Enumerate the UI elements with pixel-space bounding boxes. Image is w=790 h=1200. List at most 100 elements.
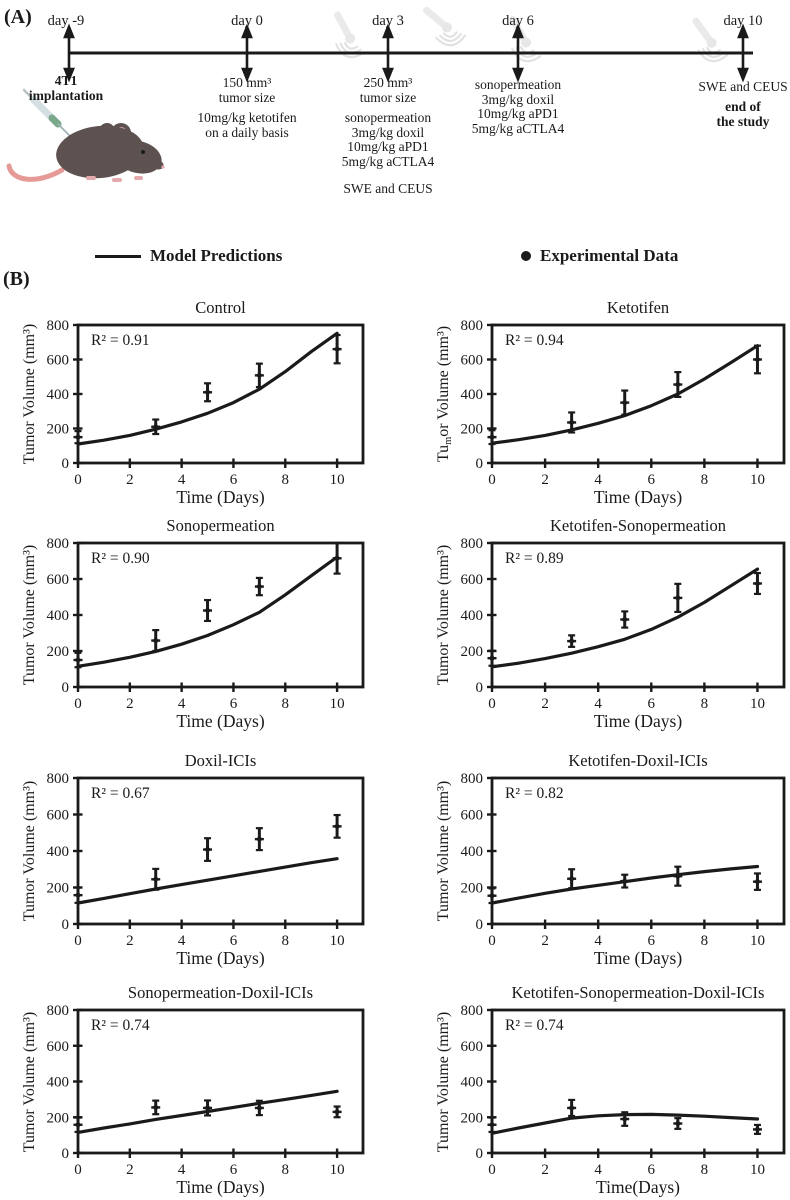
data-point	[489, 893, 495, 899]
y-tick-label: 800	[47, 1003, 70, 1019]
data-point	[675, 382, 681, 388]
x-tick-label: 10	[330, 696, 345, 712]
y-tick-label: 600	[47, 572, 70, 588]
experimental-error-bar	[203, 837, 213, 862]
y-tick-label: 400	[461, 1075, 484, 1091]
chart-title-doxil-icis: Doxil-ICIs	[184, 751, 257, 770]
r-squared-label: R² = 0.89	[505, 550, 564, 567]
model-prediction-line	[76, 857, 339, 905]
experimental-error-bar	[620, 873, 630, 889]
experimental-error-bar	[752, 1123, 762, 1135]
y-tick-label: 0	[62, 456, 70, 472]
axes-frame	[490, 541, 786, 689]
y-tick-label: 0	[62, 1146, 70, 1162]
experimental-error-bar	[332, 1105, 342, 1119]
timeline-day-label: day 0	[231, 13, 263, 29]
x-tick-label: 0	[74, 696, 82, 712]
y-tick-label: 400	[47, 1075, 70, 1091]
mouse-nose	[161, 165, 165, 169]
experimental-error-bar	[254, 362, 264, 389]
data-point	[205, 1105, 211, 1111]
legend-experimental-data: Experimental Data	[521, 246, 678, 266]
y-tick-label: 0	[476, 456, 484, 472]
axes-frame	[76, 1008, 365, 1155]
data-point	[334, 823, 340, 829]
x-tick-label: 10	[330, 933, 345, 949]
data-point	[489, 1122, 495, 1128]
data-point	[754, 581, 760, 586]
x-tick-label: 6	[230, 696, 238, 712]
plot-ketotifen: 0 200 400 600 800 0 2 4 6 8 10	[461, 318, 786, 488]
data-point	[569, 419, 575, 425]
timeline-event-text: sonopermeation 3mg/kg doxil 10mg/kg aPD1…	[471, 77, 565, 136]
y-tick-label: 800	[47, 771, 70, 787]
y-tick-label: 200	[461, 644, 484, 660]
data-point	[489, 434, 495, 440]
experimental-error-bar	[254, 576, 264, 597]
mouse-eye	[141, 150, 145, 154]
x-tick-label: 2	[126, 933, 133, 949]
experimental-error-bar	[752, 344, 762, 375]
experimental-error-bar	[673, 370, 683, 399]
data-point	[205, 847, 211, 853]
x-tick-label: 10	[750, 933, 765, 949]
x-tick-label: 2	[541, 472, 549, 488]
x-axis-label: Time (Days)	[176, 711, 265, 731]
experimental-error-bar	[567, 411, 577, 434]
timeline-event-text: 10mg/kg ketotifen on a daily basis	[197, 110, 297, 140]
data-point	[153, 424, 159, 430]
y-tick-label: 800	[461, 1003, 484, 1019]
chart-title-ketotifen-doxil-icis: Ketotifen-Doxil-ICIs	[568, 751, 708, 770]
data-point	[622, 878, 628, 884]
data-point	[622, 1116, 628, 1122]
timeline-event-text: 250 mm³ tumor size	[359, 75, 417, 105]
x-tick-label: 10	[750, 1162, 765, 1178]
timeline-event-text: SWE and CEUS	[698, 79, 788, 94]
data-point	[75, 1122, 81, 1128]
x-axis-label: Time (Days)	[176, 948, 265, 968]
y-tick-label: 200	[47, 1110, 70, 1126]
r-squared-label: R² = 0.82	[505, 785, 564, 802]
r-squared-label: R² = 0.94	[505, 332, 564, 349]
data-point	[205, 608, 211, 613]
plot-control: 0 200 400 600 800 0 2 4 6 8 10	[47, 318, 365, 488]
data-point	[675, 1121, 681, 1127]
y-tick-label: 200	[47, 422, 70, 438]
x-axis-label: Time (Days)	[593, 711, 683, 731]
chart-title-sonopermeation: Sonopermeation	[166, 516, 275, 535]
y-tick-label: 800	[461, 536, 484, 552]
syringe-icon	[22, 88, 77, 143]
x-tick-label: 6	[230, 1162, 238, 1178]
plot-doxil-icis: 0 200 400 600 800 0 2 4 6 8 10	[47, 771, 365, 949]
y-tick-label: 400	[47, 387, 70, 403]
y-tick-label: 0	[476, 1146, 484, 1162]
y-tick-label: 600	[47, 1039, 70, 1055]
x-tick-label: 8	[701, 933, 709, 949]
experimental-error-bar	[487, 429, 497, 446]
data-point	[569, 1105, 575, 1111]
y-tick-label: 400	[461, 844, 484, 860]
ultrasound-probe-watermark-icon	[422, 6, 467, 47]
axes-frame	[490, 323, 786, 465]
panel-b-label: (B)	[3, 268, 30, 290]
experimental-error-bar	[203, 382, 213, 403]
data-point	[334, 346, 340, 352]
model-prediction-line	[76, 331, 339, 446]
timeline-day-label: day -9	[47, 13, 85, 29]
y-tick-label: 800	[461, 771, 484, 787]
data-point	[622, 400, 628, 406]
data-point	[622, 617, 628, 622]
chart-title-ketotifen-sonopermeation: Ketotifen-Sonopermeation	[550, 516, 726, 535]
data-point-icon	[521, 251, 531, 261]
axes-frame	[76, 541, 365, 689]
plot-ketotifen-sonopermeation-doxil-icis: 0 200 400 600 800 0 2 4 6 8 10	[461, 1003, 786, 1178]
experimental-error-bar	[620, 610, 630, 629]
plot-sonopermeation: 0 200 400 600 800 0 2 4 6 8 10	[47, 536, 365, 712]
data-point	[256, 1105, 262, 1111]
timeline-event-text: end of the study	[716, 99, 770, 129]
x-tick-label: 10	[330, 1162, 345, 1178]
data-point	[75, 434, 81, 440]
x-axis-label: Time (Days)	[593, 487, 683, 507]
y-tick-label: 600	[461, 1039, 484, 1055]
